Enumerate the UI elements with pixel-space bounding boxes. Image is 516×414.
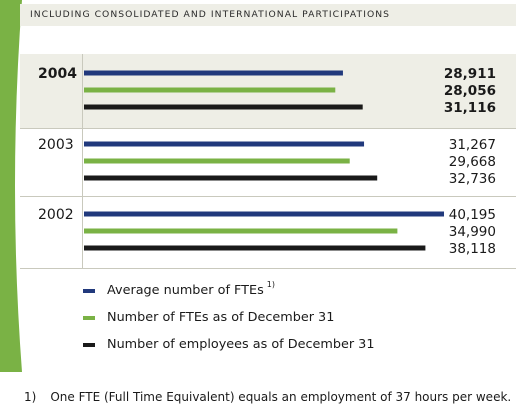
legend-swatch-green — [83, 316, 95, 320]
bar-2002-employees — [84, 245, 426, 251]
value-label-2004-fte-dec31: 28,056 — [443, 83, 496, 99]
legend-label-avg-fte: Average number of FTEs — [107, 283, 264, 298]
footnote-text: One FTE (Full Time Equivalent) equals an… — [50, 390, 512, 404]
bar-2003-avg-fte — [84, 141, 365, 147]
value-label-2004-employees: 31,116 — [443, 100, 496, 116]
value-label-2003-employees: 32,736 — [448, 171, 496, 187]
value-label-2002-fte-dec31: 34,990 — [448, 224, 496, 240]
legend-swatch-black — [83, 343, 95, 347]
band-separator — [20, 196, 516, 197]
value-label-2003-fte-dec31: 29,668 — [448, 154, 496, 170]
legend-label-employees: Number of employees as of December 31 — [107, 337, 375, 352]
green-accent-strip — [0, 0, 22, 372]
value-label-2003-avg-fte: 31,267 — [448, 137, 496, 153]
band-separator — [20, 268, 516, 269]
bar-2003-employees — [84, 175, 378, 181]
value-label-2004-avg-fte: 28,911 — [443, 66, 496, 82]
legend-swatch-blue — [83, 289, 95, 293]
value-label-2002-employees: 38,118 — [448, 241, 496, 257]
bar-2003-fte-dec31 — [84, 158, 350, 164]
bar-2002-avg-fte — [84, 211, 445, 217]
legend-footnote-ref: 1) — [266, 280, 275, 289]
footnote: 1) One FTE (Full Time Equivalent) equals … — [24, 390, 511, 404]
footnote-mark: 1) — [24, 390, 37, 404]
band-separator — [20, 128, 516, 129]
header-band — [20, 4, 516, 26]
value-label-2002-avg-fte: 40,195 — [448, 207, 496, 223]
category-label-2003: 2003 — [38, 137, 74, 153]
year-band-2004 — [20, 54, 516, 128]
chart-title: INCLUDING CONSOLIDATED AND INTERNATIONAL… — [30, 9, 391, 20]
chart-panel: INCLUDING CONSOLIDATED AND INTERNATIONAL… — [0, 0, 516, 372]
category-label-2004: 2004 — [38, 66, 77, 82]
legend-label-fte-dec31: Number of FTEs as of December 31 — [107, 310, 335, 325]
axis-divider — [82, 54, 83, 268]
category-label-2002: 2002 — [38, 207, 74, 223]
bar-2002-fte-dec31 — [84, 228, 398, 234]
